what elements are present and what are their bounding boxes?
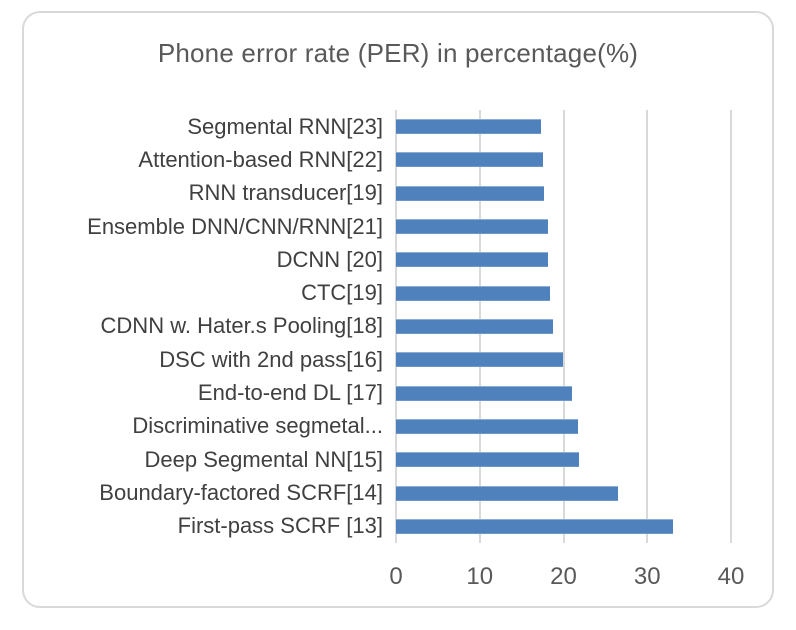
- x-tick-label: 10: [466, 563, 494, 590]
- bar: [396, 219, 549, 235]
- bar: [396, 119, 541, 135]
- bar: [396, 319, 553, 334]
- bar: [396, 385, 572, 401]
- bar: [396, 252, 549, 268]
- gridline: [562, 110, 565, 543]
- plot-area: [395, 110, 732, 543]
- category-labels: Segmental RNN[23] Attention-based RNN[22]…: [0, 110, 389, 543]
- category-label: Attention-based RNN[22]: [138, 146, 383, 172]
- gridline: [646, 110, 649, 543]
- x-tick-label: 30: [633, 563, 661, 590]
- x-tick-label: 40: [717, 563, 745, 590]
- x-tick-label: 0: [389, 563, 403, 590]
- category-label: DCNN [20]: [276, 246, 383, 272]
- category-label: End-to-end DL [17]: [197, 380, 383, 406]
- x-tick-label: 20: [550, 563, 577, 590]
- bar: [396, 285, 551, 301]
- category-label: RNN transducer[19]: [188, 180, 383, 206]
- bar: [396, 452, 580, 468]
- category-label: Boundary-factored SCRF[14]: [99, 479, 383, 505]
- category-label: Deep Segmental NN[15]: [144, 446, 383, 472]
- category-label: Discriminative segmetal...: [132, 413, 383, 439]
- category-label: CDNN w. Hater.s Pooling[18]: [100, 313, 383, 339]
- category-label: CTC[19]: [301, 280, 383, 306]
- bar: [396, 485, 618, 501]
- chart-title: Phone error rate (PER) in percentage(%): [157, 38, 639, 68]
- category-label: First-pass SCRF [13]: [177, 513, 383, 539]
- category-label: DSC with 2nd pass[16]: [159, 346, 383, 372]
- bar: [396, 418, 578, 434]
- bar: [396, 518, 674, 534]
- chart-panel: [22, 11, 774, 608]
- category-label: Ensemble DNN/CNN/RNN[21]: [87, 213, 383, 239]
- x-axis: 0 10 20 30 40: [0, 563, 796, 593]
- bar: [396, 152, 544, 168]
- bar: [396, 185, 545, 201]
- gridline: [730, 110, 732, 543]
- category-label: Segmental RNN[23]: [187, 113, 383, 139]
- bar: [396, 352, 563, 368]
